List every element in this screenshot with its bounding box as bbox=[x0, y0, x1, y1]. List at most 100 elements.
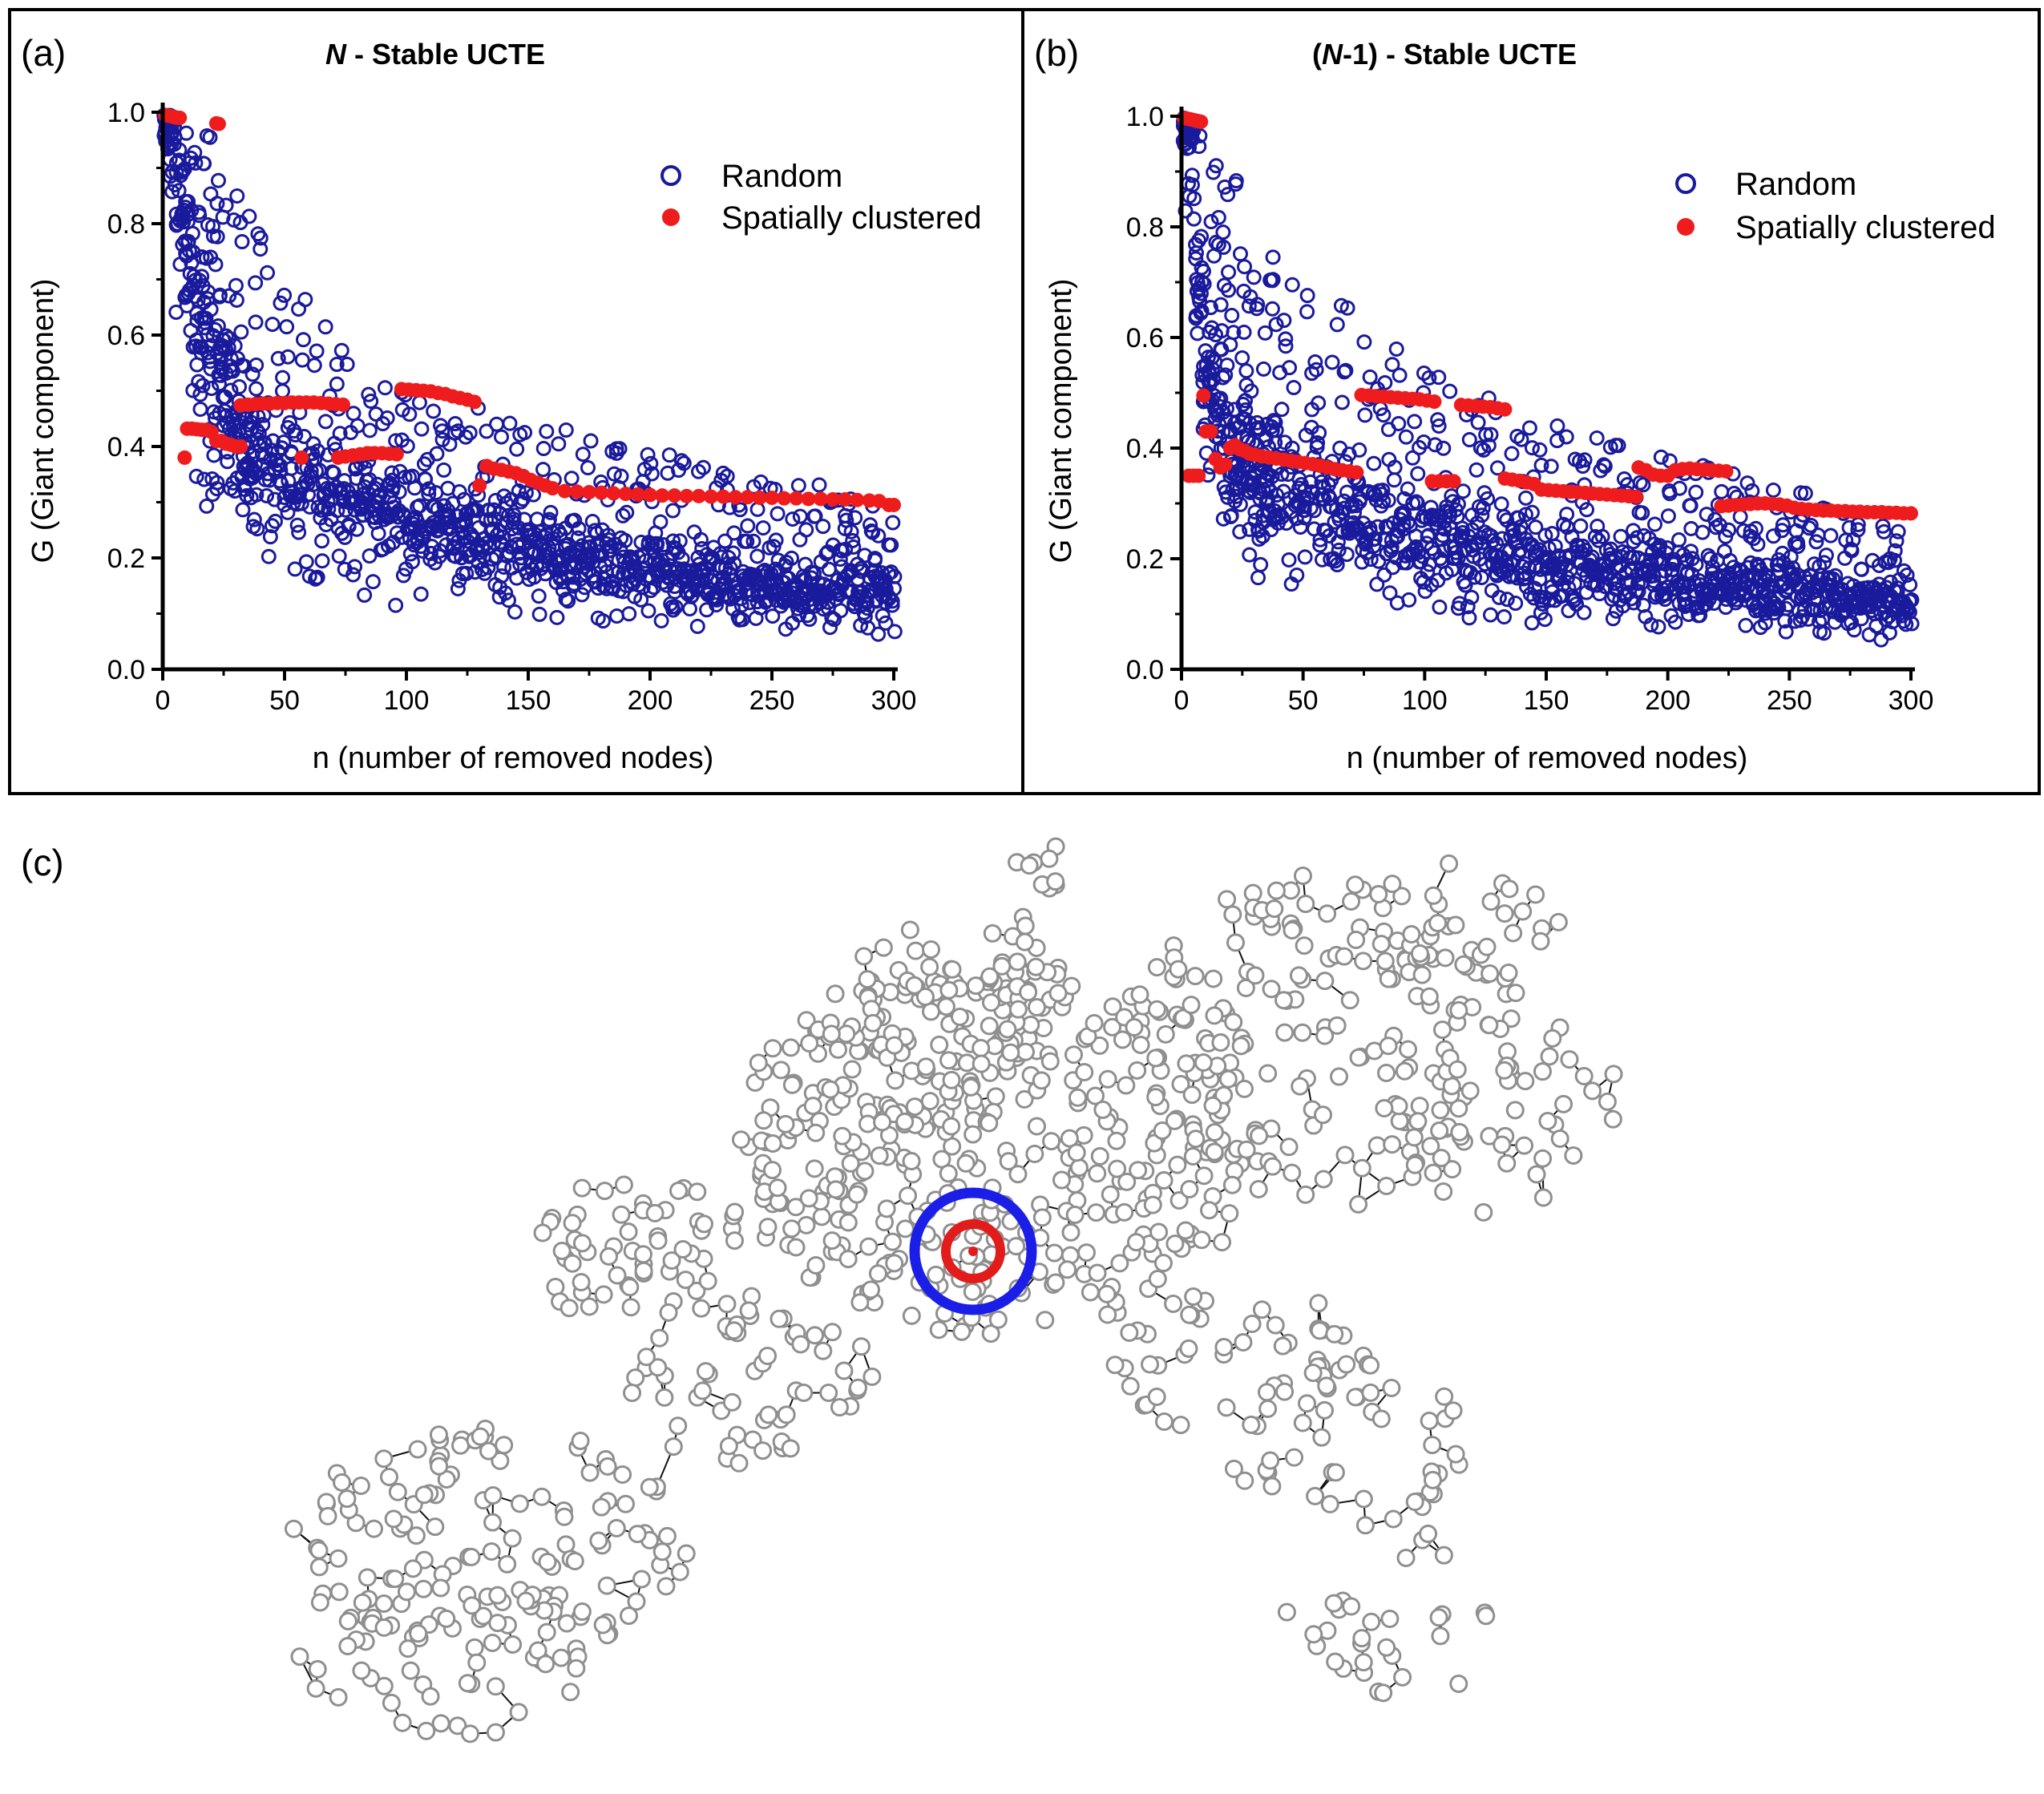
panel-c-letter: (c) bbox=[21, 842, 64, 883]
random-point-a bbox=[184, 225, 200, 241]
network-node bbox=[1149, 1222, 1169, 1242]
random-point-b bbox=[1464, 589, 1480, 605]
network-node bbox=[1192, 1230, 1211, 1250]
random-point-a bbox=[329, 376, 345, 392]
random-point-b bbox=[1524, 440, 1540, 456]
panel-a-title-italic: N bbox=[325, 38, 347, 71]
random-point-b bbox=[1366, 455, 1382, 471]
random-point-b bbox=[1887, 552, 1903, 568]
random-point-a bbox=[226, 212, 242, 228]
random-point-b bbox=[1671, 480, 1687, 496]
y-tick-label-a: 0.4 bbox=[107, 432, 145, 463]
network-node bbox=[1448, 1060, 1467, 1079]
random-point-a bbox=[887, 568, 903, 584]
random-point-b bbox=[1524, 504, 1540, 520]
network-node bbox=[1008, 952, 1027, 972]
random-point-b bbox=[1846, 622, 1862, 638]
panel-b-title-italic: N bbox=[1322, 38, 1343, 71]
clustered-point-a bbox=[630, 487, 645, 502]
random-point-a bbox=[248, 357, 265, 373]
x-tick-label-b: 100 bbox=[1402, 685, 1448, 716]
random-point-a bbox=[574, 587, 590, 603]
network-node bbox=[595, 1182, 614, 1201]
network-node bbox=[725, 1231, 744, 1251]
random-point-b bbox=[1577, 452, 1593, 468]
clustered-point-a bbox=[850, 492, 865, 507]
clustered-point-b bbox=[1427, 394, 1442, 410]
network-node bbox=[1194, 1166, 1214, 1186]
random-point-b bbox=[1467, 569, 1483, 585]
random-point-a bbox=[740, 518, 756, 534]
network-node bbox=[676, 1271, 695, 1290]
network-node bbox=[822, 1024, 841, 1044]
random-point-b bbox=[1224, 308, 1240, 324]
random-point-a bbox=[309, 343, 325, 359]
network-node bbox=[552, 1241, 572, 1260]
network-node bbox=[1205, 1006, 1224, 1025]
panel-b-title: (N-1) - Stable UCTE bbox=[1312, 38, 1577, 71]
network-node bbox=[952, 1322, 972, 1341]
random-point-b bbox=[1299, 304, 1315, 320]
random-point-b bbox=[1757, 615, 1773, 631]
random-point-b bbox=[1193, 285, 1209, 301]
y-tick-label-b: 0.4 bbox=[1126, 434, 1164, 464]
clustered-point-b bbox=[1194, 114, 1209, 129]
random-point-a bbox=[377, 380, 393, 396]
network-node bbox=[1148, 1269, 1167, 1288]
legend-a-clustered-label: Spatially clustered bbox=[721, 200, 982, 236]
random-point-b bbox=[1178, 203, 1194, 219]
random-point-b bbox=[1391, 415, 1407, 431]
random-point-b bbox=[1902, 577, 1918, 593]
network-node bbox=[1194, 1053, 1213, 1072]
random-point-a bbox=[172, 142, 188, 158]
network-node bbox=[559, 1299, 579, 1318]
network-node bbox=[1117, 1172, 1137, 1191]
random-point-a bbox=[733, 597, 749, 613]
network-node bbox=[1450, 1122, 1469, 1141]
panel-a-ylabel: G (Giant component) bbox=[26, 279, 60, 564]
random-point-b bbox=[1660, 508, 1676, 524]
random-point-b bbox=[1543, 459, 1559, 475]
network-node bbox=[1431, 1101, 1450, 1120]
random-point-a bbox=[543, 504, 559, 520]
network-node bbox=[1146, 1088, 1165, 1107]
y-tick-label-b: 0.0 bbox=[1126, 655, 1164, 685]
y-tick-label-a: 0.8 bbox=[107, 209, 145, 240]
random-point-b bbox=[1246, 269, 1262, 285]
network-node bbox=[822, 1231, 842, 1251]
random-point-b bbox=[1278, 331, 1294, 347]
random-point-a bbox=[612, 441, 628, 457]
clustered-point-a bbox=[172, 110, 188, 125]
network-node bbox=[833, 1126, 852, 1145]
clustered-point-a bbox=[789, 491, 804, 506]
random-point-a bbox=[807, 508, 823, 524]
network-node bbox=[950, 1008, 969, 1027]
clustered-point-a bbox=[211, 116, 226, 131]
network-node bbox=[902, 1306, 921, 1325]
random-point-a bbox=[252, 230, 269, 246]
random-point-b bbox=[1236, 324, 1252, 340]
random-point-a bbox=[580, 459, 596, 475]
random-point-a bbox=[726, 525, 742, 541]
random-point-a bbox=[187, 144, 203, 160]
network-node bbox=[1412, 965, 1432, 984]
network-node bbox=[782, 1075, 802, 1094]
random-point-b bbox=[1797, 485, 1813, 501]
network-node bbox=[1108, 1159, 1127, 1178]
network-node bbox=[1283, 1163, 1302, 1182]
x-tick-label-b: 250 bbox=[1767, 685, 1812, 716]
random-point-b bbox=[1186, 211, 1202, 227]
random-point-b bbox=[1307, 354, 1323, 370]
network-node bbox=[698, 1271, 717, 1291]
random-point-a bbox=[210, 172, 226, 188]
random-point-b bbox=[1281, 552, 1297, 568]
random-point-b bbox=[1688, 556, 1704, 572]
x-tick-label-b: 50 bbox=[1288, 685, 1319, 716]
panel-b-title-pre: ( bbox=[1312, 38, 1322, 71]
network-node bbox=[1182, 1085, 1202, 1105]
random-point-b bbox=[1210, 209, 1226, 225]
network-node bbox=[1182, 996, 1201, 1015]
network-node bbox=[1371, 935, 1391, 954]
network-node bbox=[1550, 1129, 1569, 1149]
network-node bbox=[966, 976, 985, 996]
